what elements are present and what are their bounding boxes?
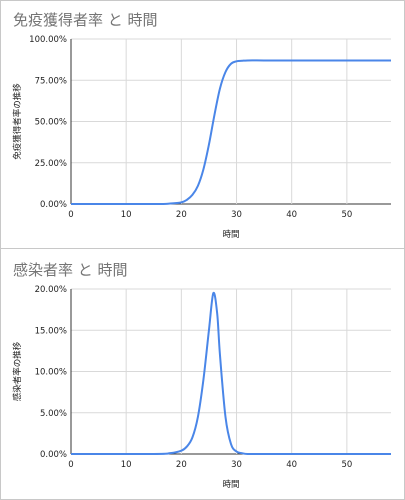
- y-tick-label: 50.00%: [35, 118, 67, 128]
- x-tick-label: 50: [341, 460, 352, 470]
- y-tick-label: 100.00%: [29, 35, 67, 45]
- x-tick-label: 10: [121, 210, 132, 220]
- x-tick-label: 40: [286, 210, 297, 220]
- chart-title: 免疫獲得者率 と 時間: [13, 11, 158, 29]
- y-axis-title: 免疫獲得者率の推移: [12, 83, 23, 160]
- series-line: [71, 59, 391, 206]
- x-tick-label: 30: [231, 210, 242, 220]
- x-tick-label: 20: [176, 460, 187, 470]
- y-tick-label: 20.00%: [35, 285, 67, 295]
- y-tick-label: 5.00%: [40, 409, 67, 419]
- y-tick-label: 75.00%: [35, 76, 67, 86]
- y-tick-label: 0.00%: [40, 450, 67, 460]
- chart-title: 感染者率 と 時間: [13, 261, 128, 279]
- infection-rate-chart: 感染者率 と 時間 0.00% 5.00% 10.00% 15.00% 20.00% 0 1…: [1, 251, 404, 496]
- x-tick-label: 20: [176, 210, 187, 220]
- y-axis-title: 感染者率の推移: [12, 341, 23, 401]
- x-tick-label: 0: [68, 460, 73, 470]
- x-axis-title: 時間: [222, 230, 239, 240]
- x-axis-title: 時間: [222, 480, 239, 490]
- x-tick-label: 30: [231, 460, 242, 470]
- x-tick-label: 40: [286, 460, 297, 470]
- y-tick-label: 25.00%: [35, 159, 67, 169]
- chart-divider: [0, 248, 405, 249]
- x-tick-label: 0: [68, 210, 73, 220]
- chart-plot: 0.00% 5.00% 10.00% 15.00% 20.00% 0 10 20 30 40 50 時…: [12, 285, 391, 490]
- series-line: [71, 291, 391, 455]
- y-tick-label: 15.00%: [35, 326, 67, 336]
- chart-plot: 0.00% 25.00% 50.00% 75.00% 100.00% 0 10 20 30 40 5…: [12, 35, 391, 240]
- x-tick-label: 10: [121, 460, 132, 470]
- immunity-rate-chart: 免疫獲得者率 と 時間 0.00% 25.00% 50.00% 75.00% 100.0…: [1, 1, 404, 246]
- x-tick-label: 50: [341, 210, 352, 220]
- y-tick-label: 0.00%: [40, 200, 67, 210]
- y-tick-label: 10.00%: [35, 368, 67, 378]
